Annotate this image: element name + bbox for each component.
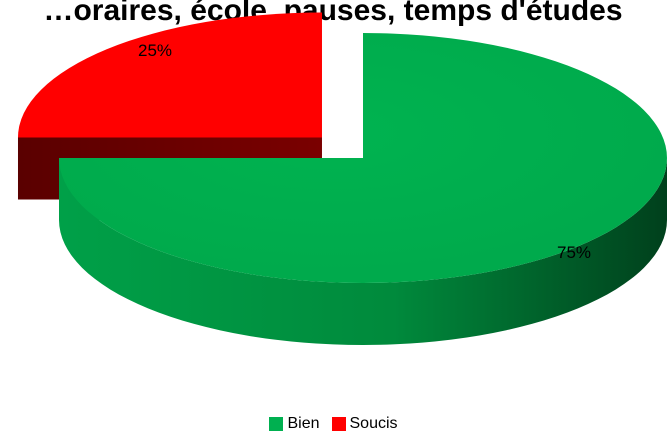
legend-swatch-bien [269,417,284,431]
legend-item-bien: Bien [269,414,320,434]
data-label-bien: 75% [557,243,591,262]
legend: Bien Soucis [0,414,667,437]
legend-label-bien: Bien [287,415,320,432]
legend-item-soucis: Soucis [331,414,398,434]
legend-swatch-soucis [331,417,346,431]
data-label-soucis: 25% [138,41,172,60]
pie-slice-bien [59,33,667,345]
chart-title: …oraires, école, pauses, temps d'études [43,0,623,27]
legend-label-soucis: Soucis [349,415,398,432]
